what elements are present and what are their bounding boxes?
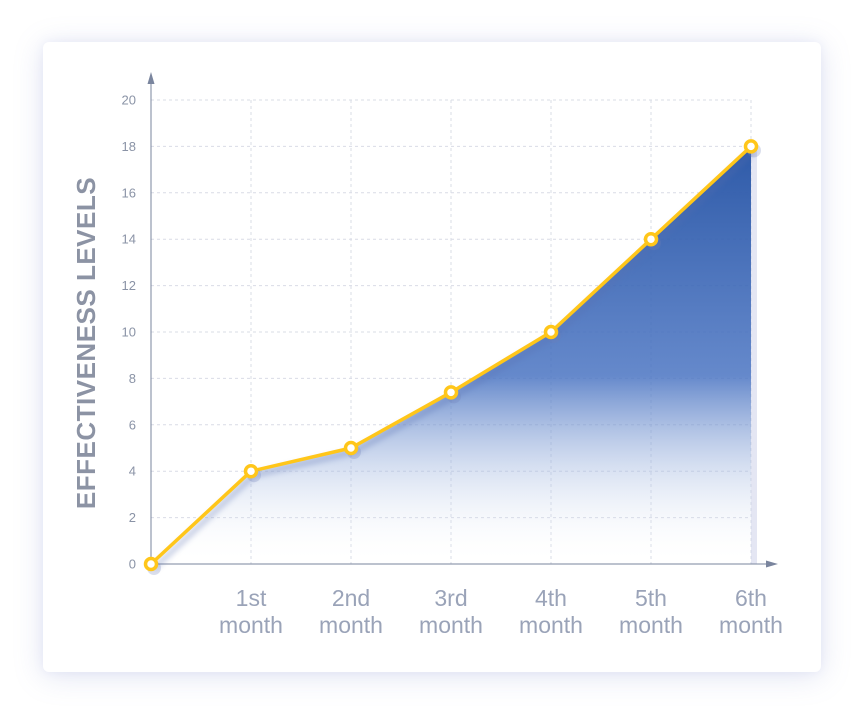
data-point: [443, 385, 459, 400]
x-tick-label: 5th: [635, 585, 667, 611]
x-tick-labels: 1stmonth2ndmonth3rdmonth4thmonth5thmonth…: [219, 585, 783, 638]
x-tick-label: 1st: [236, 585, 267, 611]
markers: [143, 139, 761, 575]
y-tick-label: 20: [122, 93, 136, 108]
y-tick-label: 0: [129, 557, 136, 572]
y-axis-label: EFFECTIVENESS LEVELS: [71, 177, 101, 509]
data-point: [343, 440, 359, 456]
x-axis-arrow: [766, 560, 778, 568]
axes: [147, 72, 778, 568]
y-tick-labels: 0 2 4 6 8 10 12 14 16 18 20: [122, 93, 136, 572]
data-point: [543, 324, 559, 340]
x-tick-label: 6th: [735, 585, 767, 611]
y-tick-label: 2: [129, 510, 136, 525]
y-tick-label: 4: [129, 464, 136, 479]
y-axis-arrow: [147, 72, 155, 84]
x-tick-label: month: [619, 612, 683, 638]
data-point: [243, 463, 259, 479]
y-tick-label: 12: [122, 278, 136, 293]
y-tick-label: 18: [122, 139, 136, 154]
y-tick-label: 16: [122, 185, 136, 200]
y-tick-label: 14: [122, 232, 136, 247]
data-point: [643, 231, 659, 247]
x-tick-label: month: [719, 612, 783, 638]
data-point: [743, 139, 759, 154]
area-fill: [151, 146, 757, 564]
x-tick-label: 3rd: [434, 585, 467, 611]
y-tick-label: 8: [129, 371, 136, 386]
x-tick-label: month: [319, 612, 383, 638]
x-tick-label: month: [219, 612, 283, 638]
y-tick-label: 10: [122, 325, 136, 340]
x-tick-label: month: [519, 612, 583, 638]
data-point: [143, 556, 159, 572]
x-tick-label: 2nd: [332, 585, 370, 611]
x-tick-label: month: [419, 612, 483, 638]
area-edge-shadow: [751, 150, 757, 564]
y-tick-label: 6: [129, 417, 136, 432]
x-tick-label: 4th: [535, 585, 567, 611]
